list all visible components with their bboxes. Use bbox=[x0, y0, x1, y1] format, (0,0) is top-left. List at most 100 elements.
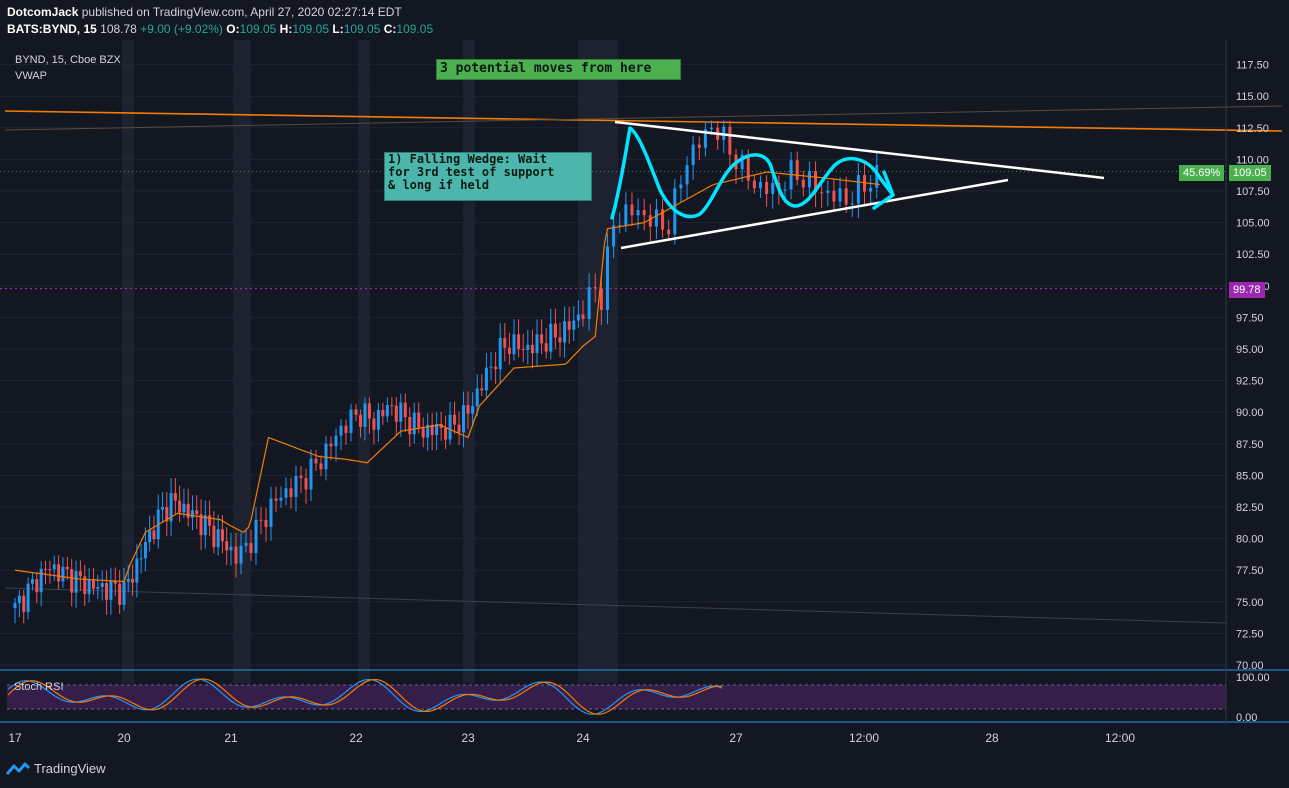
candle-body-91 bbox=[426, 424, 430, 438]
candle-body-133 bbox=[630, 204, 634, 216]
session-shade-3 bbox=[463, 40, 475, 683]
candle-body-30 bbox=[143, 541, 147, 559]
time-tick-label-2: 21 bbox=[224, 731, 238, 745]
candle-body-89 bbox=[417, 412, 421, 429]
candle-body-39 bbox=[182, 503, 186, 513]
grid bbox=[0, 64, 1226, 666]
candle-body-88 bbox=[412, 412, 416, 435]
candle-body-83 bbox=[390, 405, 394, 407]
candle-body-27 bbox=[131, 579, 135, 583]
wedge-note-line-2: for 3rd test of support bbox=[388, 165, 555, 179]
price-tick-label-10: 92.50 bbox=[1236, 376, 1264, 388]
candle-body-166 bbox=[832, 190, 836, 202]
candle-body-112 bbox=[521, 348, 525, 350]
wedge-note-line-3: & long if held bbox=[388, 178, 490, 192]
candle-body-21 bbox=[105, 583, 109, 600]
candle-body-4 bbox=[30, 579, 34, 584]
price-tick-label-0: 117.50 bbox=[1236, 60, 1269, 72]
resistance-line bbox=[4, 110, 1283, 132]
candle-body-12 bbox=[65, 566, 69, 570]
candle-body-130 bbox=[612, 225, 616, 247]
candle-body-102 bbox=[475, 388, 479, 407]
candle-body-95 bbox=[444, 427, 448, 440]
candle-body-31 bbox=[148, 530, 152, 542]
candle-body-85 bbox=[399, 402, 403, 422]
price-tick-label-4: 107.50 bbox=[1236, 186, 1270, 198]
price-tick-label-3: 110.00 bbox=[1236, 154, 1269, 166]
candle-body-142 bbox=[685, 165, 689, 185]
candle-body-87 bbox=[408, 417, 412, 435]
vwap-line bbox=[14, 171, 880, 583]
legend-stoch-rsi[interactable]: Stoch RSI bbox=[14, 681, 64, 693]
faint-upper-line bbox=[4, 105, 1283, 131]
candle-body-106 bbox=[494, 366, 498, 370]
candle-body-126 bbox=[587, 287, 591, 320]
candle-body-38 bbox=[178, 500, 182, 513]
candle-body-70 bbox=[329, 443, 333, 447]
price-tick-label-15: 80.00 bbox=[1236, 534, 1264, 546]
close-value: 109.05 bbox=[396, 22, 434, 36]
time-tick-label-5: 24 bbox=[576, 731, 590, 745]
candle-body-76 bbox=[358, 414, 362, 427]
session-shade-2 bbox=[358, 40, 370, 683]
author-name[interactable]: DotcomJack bbox=[7, 5, 79, 19]
candle-body-51 bbox=[234, 546, 238, 564]
candle-body-156 bbox=[771, 183, 775, 194]
candle-body-124 bbox=[576, 314, 580, 321]
symbol-line: BATS:BYND, 15 bbox=[7, 22, 97, 36]
time-axis[interactable]: 17 20 21 22 23 24 27 12:00 28 12:00 bbox=[8, 731, 1135, 745]
candle-body-153 bbox=[752, 180, 756, 189]
drawings bbox=[610, 120, 1105, 250]
candle-body-128 bbox=[599, 288, 603, 310]
candle-body-14 bbox=[74, 571, 78, 593]
annotation-potential-moves[interactable]: 3 potential moves from here bbox=[436, 59, 681, 80]
candle-body-18 bbox=[91, 579, 95, 589]
time-tick-label-7: 12:00 bbox=[849, 731, 879, 745]
candle-body-5 bbox=[35, 579, 39, 593]
time-tick-label-8: 28 bbox=[985, 731, 999, 745]
stoch-rsi-pane bbox=[0, 669, 1289, 723]
candle-body-58 bbox=[269, 498, 273, 527]
candle-body-145 bbox=[703, 129, 707, 148]
candle-body-86 bbox=[403, 402, 407, 418]
candle-body-0 bbox=[13, 603, 17, 609]
candle-body-81 bbox=[381, 410, 385, 417]
price-axis[interactable]: 117.50 115.00 112.50 110.00 107.50 105.00 102.… bbox=[1225, 40, 1270, 725]
candle-body-19 bbox=[96, 587, 100, 589]
low-label: L: bbox=[332, 22, 344, 36]
time-tick-label-6: 27 bbox=[729, 731, 743, 745]
candle-body-108 bbox=[503, 337, 507, 348]
candle-body-161 bbox=[801, 179, 805, 188]
candle-body-75 bbox=[354, 409, 358, 415]
annotation-falling-wedge[interactable]: 1) Falling Wedge: Wait for 3rd test of s… bbox=[384, 152, 592, 201]
candle-body-155 bbox=[765, 181, 769, 194]
footer-brand[interactable]: TradingView bbox=[6, 761, 106, 776]
candle-body-66 bbox=[309, 458, 313, 490]
candle-body-165 bbox=[826, 190, 830, 193]
candle-body-111 bbox=[517, 334, 521, 349]
session-shade-4 bbox=[578, 40, 618, 683]
legend-vwap[interactable]: VWAP bbox=[15, 70, 47, 82]
candle-body-107 bbox=[498, 337, 502, 370]
candle-body-62 bbox=[289, 488, 293, 498]
low-value: 109.05 bbox=[343, 22, 381, 36]
candle-body-93 bbox=[435, 423, 439, 436]
current-price-tag: 109.05 bbox=[1229, 165, 1271, 181]
candle-body-170 bbox=[856, 175, 860, 204]
candle-body-72 bbox=[339, 425, 343, 436]
high-value: 109.05 bbox=[292, 22, 330, 36]
candle-body-73 bbox=[344, 425, 348, 434]
session-shade-0 bbox=[122, 40, 134, 683]
candle-body-123 bbox=[572, 320, 576, 330]
candle-body-2 bbox=[22, 595, 26, 612]
candle-body-37 bbox=[173, 493, 177, 501]
legend-symbol[interactable]: BYND, 15, Cboe BZX bbox=[15, 54, 121, 66]
candle-body-7 bbox=[44, 568, 48, 570]
candle-body-67 bbox=[314, 458, 318, 464]
candle-body-28 bbox=[135, 558, 139, 583]
tradingview-logo-icon bbox=[6, 762, 30, 775]
candle-body-173 bbox=[875, 164, 879, 188]
candle-body-79 bbox=[372, 418, 376, 430]
price-tick-label-12: 87.50 bbox=[1236, 439, 1264, 451]
